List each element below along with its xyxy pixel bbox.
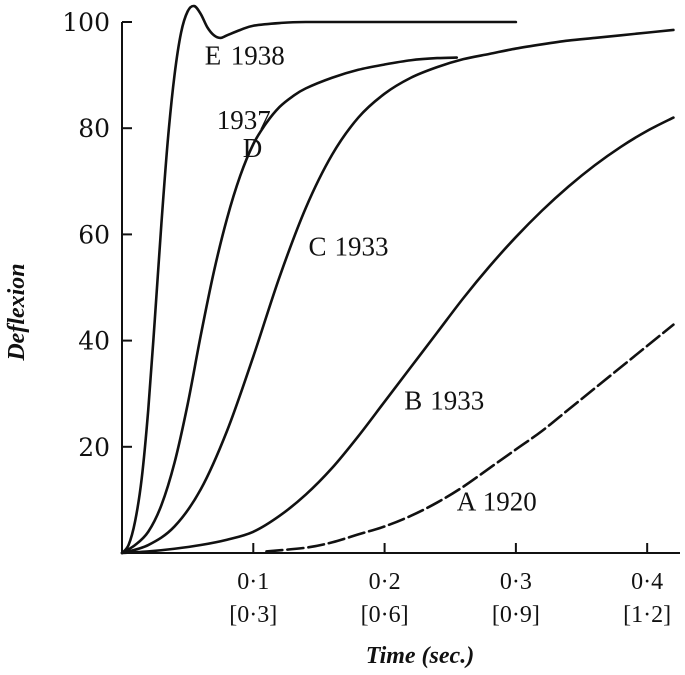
axes xyxy=(121,22,680,554)
curve-a xyxy=(265,323,675,553)
x-tick-label: 0·4 xyxy=(631,569,663,595)
x-tick-alt-label: [0·3] xyxy=(229,602,277,628)
x-tick-label: 0·2 xyxy=(369,569,401,595)
curve-label-e-year: 1938 xyxy=(231,40,285,70)
curve-d xyxy=(120,56,459,555)
y-tick-label: 40 xyxy=(78,327,110,356)
x-ticks: 0·1 [0·3] 0·2 [0·6] 0·3 [0·9] 0·4 [1·2] xyxy=(229,543,671,628)
curve-label-d-year: 1937 xyxy=(217,105,271,135)
curve-label-b-year: 1933 xyxy=(430,386,484,416)
curve-label-a-letter: A xyxy=(457,487,477,517)
curve-c xyxy=(120,28,675,555)
curve-label-d-letter: D xyxy=(243,133,263,163)
curve-e xyxy=(120,4,518,555)
x-tick-alt-label: [1·2] xyxy=(623,602,671,628)
x-axis-title: Time (sec.) xyxy=(366,643,474,669)
x-tick-alt-label: [0·6] xyxy=(361,602,409,628)
curve-label-c-letter: C xyxy=(308,232,326,262)
y-axis-title: Deflexion xyxy=(4,263,30,361)
y-tick-label: 60 xyxy=(78,220,110,249)
y-ticks: 20 40 60 80 100 xyxy=(62,8,132,462)
x-tick-alt-label: [0·9] xyxy=(492,602,540,628)
curve-label-e-letter: E xyxy=(205,40,222,70)
curve-label-a-year: 1920 xyxy=(483,487,537,517)
x-tick-label: 0·3 xyxy=(500,569,532,595)
curve-label-c-year: 1933 xyxy=(334,232,388,262)
curve-b xyxy=(120,116,675,555)
y-tick-label: 20 xyxy=(78,433,110,462)
y-tick-label: 80 xyxy=(78,114,110,143)
curves xyxy=(120,4,675,555)
x-tick-label: 0·1 xyxy=(237,569,269,595)
y-tick-label: 100 xyxy=(62,8,110,37)
curve-label-b-letter: B xyxy=(404,386,422,416)
axis-titles: Deflexion Time (sec.) xyxy=(4,263,474,669)
